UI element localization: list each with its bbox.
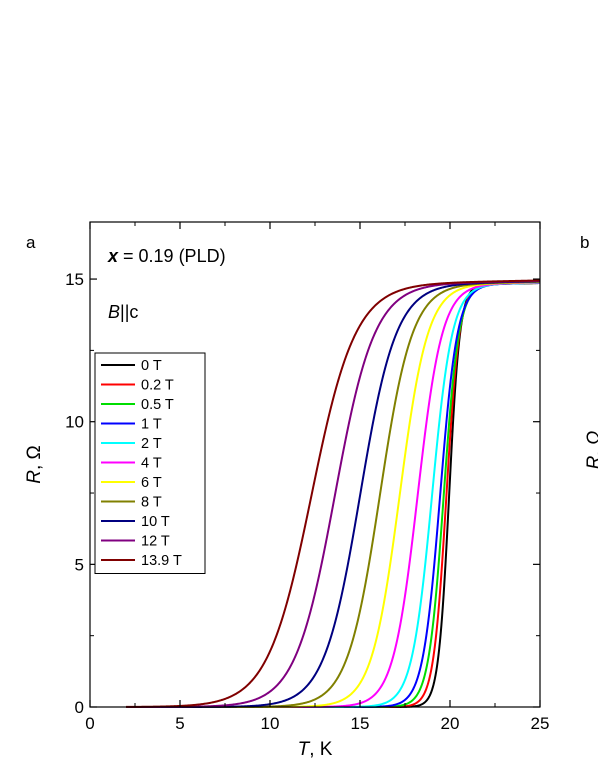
legend-item: 12 T bbox=[101, 534, 170, 550]
series-line-10 bbox=[126, 279, 541, 708]
legend-item: 8 T bbox=[101, 495, 162, 511]
y-tick-label-0: 0 bbox=[75, 698, 84, 717]
legend-label: 4 T bbox=[141, 456, 162, 472]
legend-label: 8 T bbox=[141, 495, 162, 511]
x-tick-label-4: 20 bbox=[441, 714, 460, 733]
legend-label: 0 T bbox=[141, 358, 162, 374]
legend-item: 2 T bbox=[101, 436, 162, 452]
legend-label: 2 T bbox=[141, 436, 162, 452]
legend-label: 0.2 T bbox=[141, 378, 174, 394]
legend-label: 1 T bbox=[141, 417, 162, 433]
next-panel-ylabel-fragment: R, Ω bbox=[584, 431, 598, 470]
field-orientation-annotation: B||c bbox=[108, 302, 138, 322]
legend-label: 0.5 T bbox=[141, 397, 174, 413]
legend-label: 6 T bbox=[141, 475, 162, 491]
x-tick-label-1: 5 bbox=[175, 714, 184, 733]
legend-label: 10 T bbox=[141, 514, 170, 530]
legend-item: 13.9 T bbox=[101, 553, 182, 569]
panel-label-b: b bbox=[580, 233, 589, 252]
x-tick-label-3: 15 bbox=[351, 714, 370, 733]
x-axis-label: T, K bbox=[298, 739, 333, 760]
legend-item: 0.2 T bbox=[101, 378, 174, 394]
panel-label-a: a bbox=[26, 233, 36, 252]
legend-item: 0 T bbox=[101, 358, 162, 374]
x-tick-label-2: 10 bbox=[261, 714, 280, 733]
x-tick-label-5: 25 bbox=[531, 714, 550, 733]
y-tick-label-2: 10 bbox=[65, 413, 84, 432]
legend-item: 4 T bbox=[101, 456, 162, 472]
legend-item: 0.5 T bbox=[101, 397, 174, 413]
legend-item: 6 T bbox=[101, 475, 162, 491]
y-axis-label: R, Ω bbox=[24, 445, 45, 484]
y-tick-label-3: 15 bbox=[65, 270, 84, 289]
legend-item: 1 T bbox=[101, 417, 162, 433]
legend-label: 13.9 T bbox=[141, 553, 182, 569]
x-tick-label-0: 0 bbox=[85, 714, 94, 733]
y-tick-label-1: 5 bbox=[75, 555, 84, 574]
composition-annotation: x = 0.19 (PLD) bbox=[107, 246, 226, 266]
legend-label: 12 T bbox=[141, 534, 170, 550]
legend-item: 10 T bbox=[101, 514, 170, 530]
